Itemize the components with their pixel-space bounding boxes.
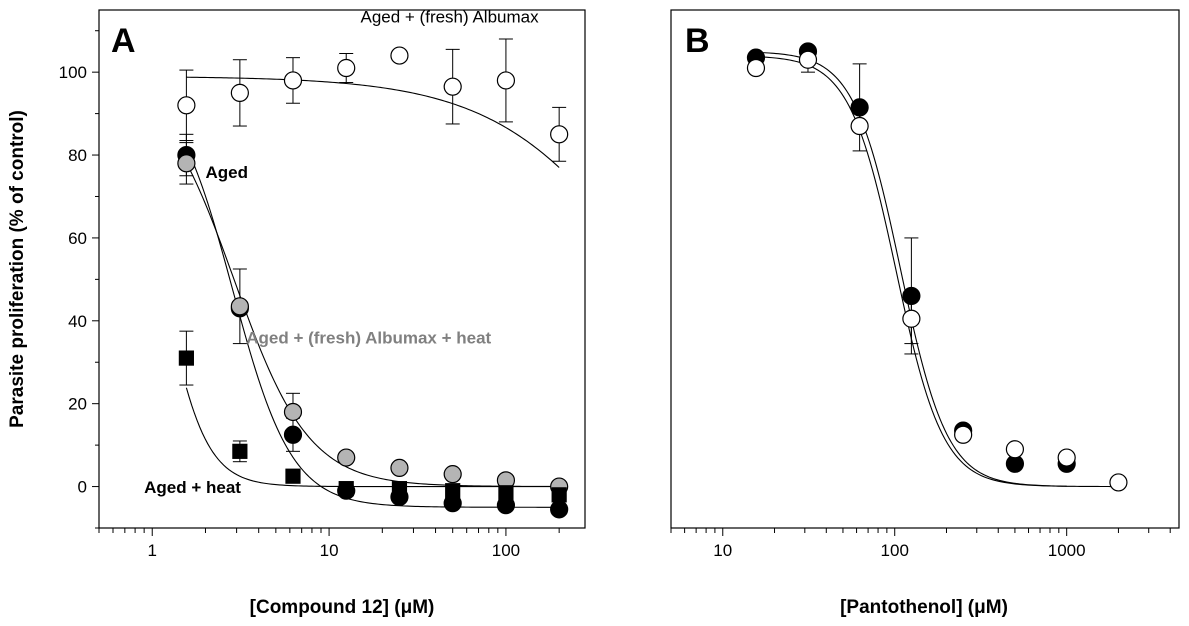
panel-b-fit-curve-series-2 [755,56,1119,488]
panel-a-x-tick-label: 10 [320,541,339,560]
panel-a-data-point-aged-fresh-albumax-heat [390,458,409,478]
panel-a-data-point-aged-fresh-albumax [283,71,303,90]
panel-a-y-tick-label: 80 [68,146,87,165]
panel-a-data-point-aged-fresh-albumax [550,125,569,144]
panel-b-data-point-series-2 [954,425,973,444]
panel-b-data-point-series-2 [1057,448,1076,467]
panel-a-fit-curve-aged-fresh-albumax [186,76,560,168]
panel-b-data-point-series-1 [850,98,869,117]
panel-a-data-point-aged-fresh-albumax [230,83,249,102]
panel-b-data-point-series-2 [746,58,766,78]
panel-b-data-point-series-2 [798,50,818,69]
panel-a-data-point-aged-fresh-albumax-heat [283,402,303,422]
panel-b: B 10 100 1000 [Pantothenol] (μM) [670,9,1180,618]
panel-a-y-tick-label: 0 [78,478,87,497]
panel-a-y-tick-label: 20 [68,395,87,414]
panel-b-data-point-series-2 [850,116,869,136]
panel-b-x-tick-label: 10 [713,541,732,560]
panel-b-plot-frame [670,9,1180,529]
panel-a-data-point-aged-heat [391,481,408,497]
panel-a-data-point-aged-heat [338,481,354,497]
panel-a-data-point-aged-heat [285,468,301,484]
panel-a-data-point-aged-fresh-albumax-heat [177,154,196,173]
panel-b-data-point-series-2 [1109,473,1128,492]
panel-b-data-point-series-2 [1005,440,1025,459]
panel-a-y-tick-label: 40 [68,312,87,331]
panel-a-data-layer: 1 10 100 0 20 40 60 80 100 Aged + (fresh) Albumax… [59,7,569,560]
panel-a-data-point-aged-heat [498,485,514,501]
panel-b-x-tick-label: 1000 [1048,541,1086,560]
y-axis-label: Parasite proliferation (% of control) [7,110,28,428]
panel-b-x-axis-label: [Pantothenol] (μM) [840,597,1008,618]
panel-a-fit-curve-aged [185,147,560,508]
panel-a-data-point-aged [550,500,569,519]
panel-a-plot-frame [98,9,586,529]
panel-a-y-tick-label: 60 [68,229,87,248]
panel-a-data-point-aged-fresh-albumax-heat [443,465,462,484]
panel-a-data-point-aged-heat [178,350,194,366]
panel-a-annotation-aged: Aged [205,163,248,182]
panel-a-x-axis-label: [Compound 12] (μM) [250,597,435,618]
panel-a-data-point-aged-fresh-albumax [496,71,516,90]
panel-a-annotation-aged-fresh-albumax-heat: Aged + (fresh) Albumax + heat [246,329,491,348]
panel-a-data-point-aged-fresh-albumax [177,96,196,115]
panel-a-data-point-aged-fresh-albumax [337,58,356,78]
panel-a-letter: A [111,22,136,60]
panel-a-y-tick-label: 100 [59,63,87,82]
panel-b-data-point-series-2 [902,309,921,328]
panel-a-annotation-aged-heat: Aged + heat [144,478,241,497]
panel-a-data-point-aged-heat [232,443,248,459]
panel-a-data-point-aged-fresh-albumax-heat [337,448,356,467]
panel-a-data-point-aged-fresh-albumax [390,46,409,65]
panel-a-data-point-aged-fresh-albumax [443,77,462,96]
panel-a-annotation-aged-fresh-albumax: Aged + (fresh) Albumax [360,7,539,26]
panel-a: A 1 10 100 0 20 40 60 80 100 Aged + (fresh) Album… [59,7,586,618]
panel-b-data-layer: 10 100 1000 [670,42,1171,560]
panel-a-data-point-aged-heat [551,487,567,503]
panel-a-data-point-aged-heat [445,483,461,499]
panel-a-x-tick-label: 100 [492,541,520,560]
panel-a-data-point-aged-fresh-albumax-heat [230,297,249,316]
panel-b-letter: B [685,22,710,60]
panel-a-x-tick-label: 1 [148,541,157,560]
panel-a-fit-curve-aged-heat [185,387,560,488]
panel-b-x-tick-label: 100 [881,541,909,560]
